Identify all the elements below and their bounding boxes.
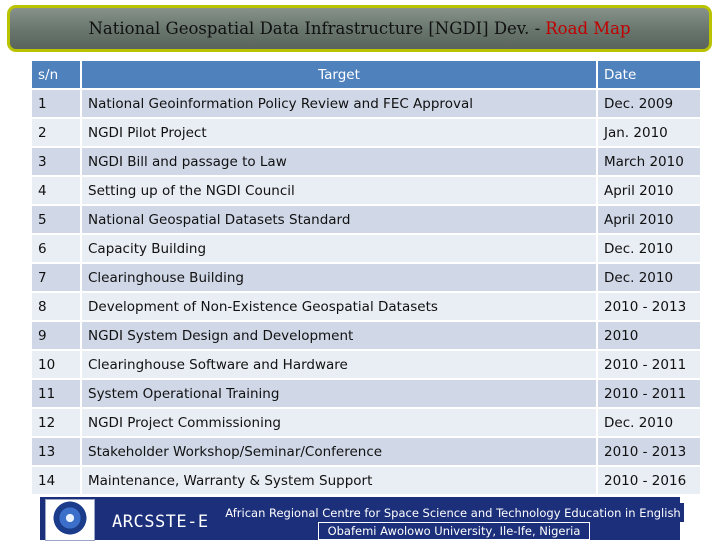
row-sn: 2 [30, 117, 82, 148]
row-date: April 2010 [596, 204, 702, 235]
table-row: 2 NGDI Pilot Project Jan. 2010 [30, 117, 702, 148]
header-target: Target [80, 59, 598, 90]
row-sn: 1 [30, 88, 82, 119]
row-sn: 14 [30, 465, 82, 496]
row-target: National Geoinformation Policy Review an… [80, 88, 598, 119]
row-date: 2010 - 2011 [596, 349, 702, 380]
table-row: 13 Stakeholder Workshop/Seminar/Conferenc… [30, 436, 702, 467]
row-date: Dec. 2010 [596, 407, 702, 438]
institution-logo-icon [45, 499, 95, 541]
header-sn: s/n [30, 59, 82, 90]
row-target: Maintenance, Warranty & System Support [80, 465, 598, 496]
row-date: Dec. 2010 [596, 262, 702, 293]
row-date: Jan. 2010 [596, 117, 702, 148]
table-row: 4 Setting up of the NGDI Council April 201… [30, 175, 702, 206]
row-date: 2010 - 2016 [596, 465, 702, 496]
table-row: 12 NGDI Project Commissioning Dec. 2010 [30, 407, 702, 438]
row-sn: 7 [30, 262, 82, 293]
slide-title-accent: Road Map [545, 19, 631, 38]
row-date: March 2010 [596, 146, 702, 177]
row-sn: 13 [30, 436, 82, 467]
row-target: System Operational Training [80, 378, 598, 409]
table-row: 5 National Geospatial Datasets Standard Ap… [30, 204, 702, 235]
row-target: NGDI Bill and passage to Law [80, 146, 598, 177]
row-sn: 9 [30, 320, 82, 351]
row-sn: 6 [30, 233, 82, 264]
table-row: 9 NGDI System Design and Development 2010 [30, 320, 702, 351]
row-date: Dec. 2009 [596, 88, 702, 119]
row-target: Clearinghouse Software and Hardware [80, 349, 598, 380]
table-row: 1 National Geoinformation Policy Review a… [30, 88, 702, 119]
table-header-row: s/n Target Date [30, 59, 702, 90]
row-sn: 4 [30, 175, 82, 206]
row-date: 2010 - 2013 [596, 436, 702, 467]
row-target: NGDI Project Commissioning [80, 407, 598, 438]
row-sn: 11 [30, 378, 82, 409]
row-sn: 5 [30, 204, 82, 235]
row-sn: 12 [30, 407, 82, 438]
row-target: Clearinghouse Building [80, 262, 598, 293]
row-target: Development of Non-Existence Geospatial … [80, 291, 598, 322]
row-date: 2010 [596, 320, 702, 351]
table-row: 10 Clearinghouse Software and Hardware 201… [30, 349, 702, 380]
roadmap-table: s/n Target Date 1 National Geoinformation… [30, 59, 702, 496]
slide-title-bar: National Geospatial Data Infrastructure … [7, 5, 712, 52]
footer-institution-name: African Regional Centre for Space Scienc… [222, 503, 684, 522]
row-date: Dec. 2010 [596, 233, 702, 264]
table-row: 11 System Operational Training 2010 - 2011 [30, 378, 702, 409]
row-target: Setting up of the NGDI Council [80, 175, 598, 206]
row-date: April 2010 [596, 175, 702, 206]
table-row: 6 Capacity Building Dec. 2010 [30, 233, 702, 264]
footer-acronym: ARCSSTE-E [112, 512, 209, 532]
row-target: NGDI System Design and Development [80, 320, 598, 351]
table-row: 3 NGDI Bill and passage to Law March 2010 [30, 146, 702, 177]
table-row: 14 Maintenance, Warranty & System Support… [30, 465, 702, 496]
slide-title: National Geospatial Data Infrastructure … [88, 19, 541, 38]
row-target: Capacity Building [80, 233, 598, 264]
row-sn: 3 [30, 146, 82, 177]
row-target: National Geospatial Datasets Standard [80, 204, 598, 235]
row-sn: 8 [30, 291, 82, 322]
row-sn: 10 [30, 349, 82, 380]
row-target: Stakeholder Workshop/Seminar/Conference [80, 436, 598, 467]
table-row: 8 Development of Non-Existence Geospatial… [30, 291, 702, 322]
table-body: 1 National Geoinformation Policy Review a… [30, 88, 702, 496]
row-date: 2010 - 2013 [596, 291, 702, 322]
row-date: 2010 - 2011 [596, 378, 702, 409]
row-target: NGDI Pilot Project [80, 117, 598, 148]
header-date: Date [596, 59, 702, 90]
footer-institution-location: Obafemi Awolowo University, Ile-Ife, Nig… [318, 522, 590, 540]
table-row: 7 Clearinghouse Building Dec. 2010 [30, 262, 702, 293]
